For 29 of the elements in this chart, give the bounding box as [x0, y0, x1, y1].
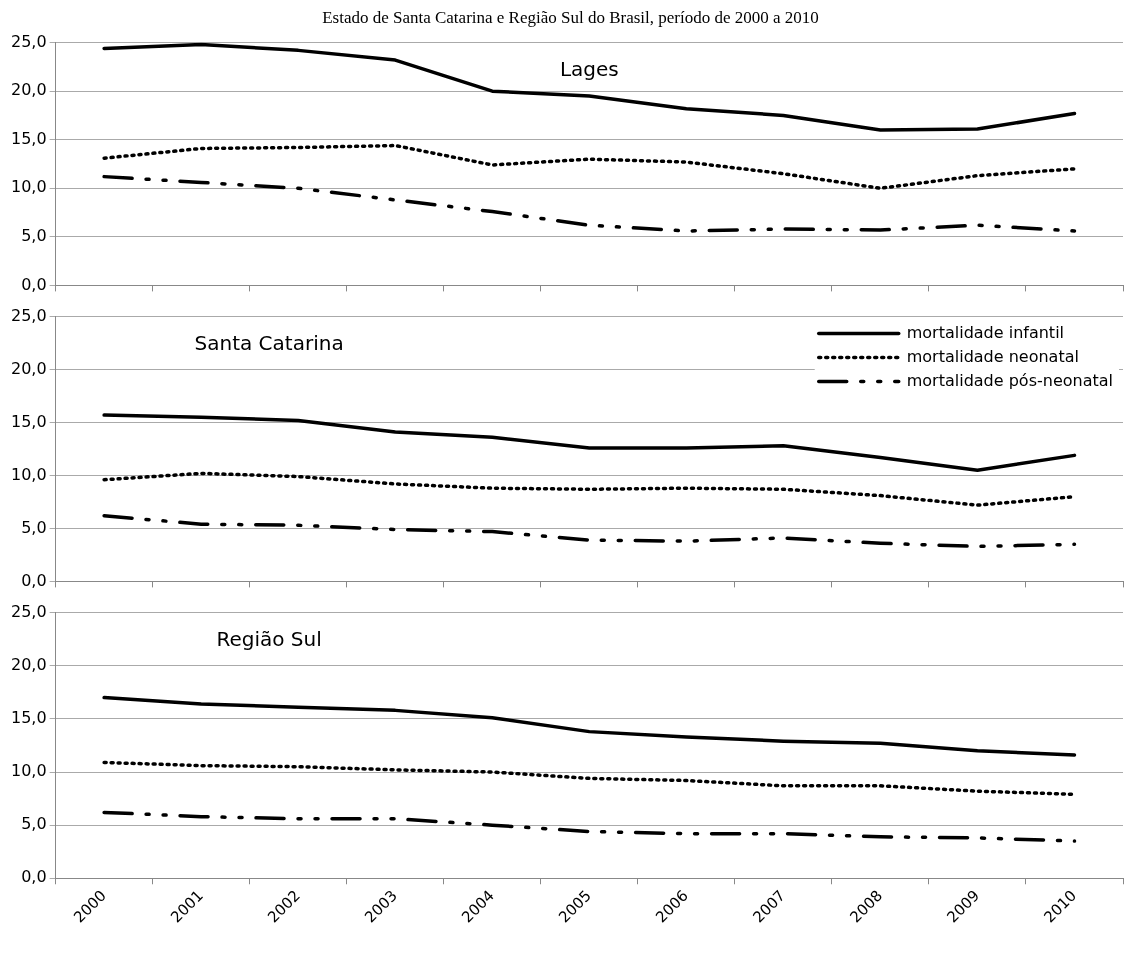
y-tick-label: 15,0 [11, 128, 47, 148]
line-series [102, 143, 1077, 191]
legend-label: mortalidade infantil [906, 322, 1065, 342]
legend-label: mortalidade neonatal [906, 346, 1079, 366]
text: Santa Catarina [194, 330, 344, 355]
y-tick-label: 5,0 [21, 226, 47, 245]
y-tick-label: 5,0 [21, 517, 47, 537]
legend-label: mortalidade pós-neonatal [906, 370, 1113, 390]
line-series [102, 513, 1077, 549]
y-tick-label: 25,0 [11, 305, 47, 325]
text: Estado de Santa Catarina e Região Sul do Brasil, período de 2000 a 2010 [321, 8, 820, 28]
y-tick-label: 5,0 [21, 814, 47, 834]
y-tick-label: 15,0 [11, 708, 47, 728]
text: Lages [559, 56, 619, 81]
y-tick-label: 20,0 [11, 654, 47, 674]
y-tick-label: 20,0 [11, 80, 47, 100]
y-tick-label: 0,0 [21, 274, 47, 294]
y-tick-label: 10,0 [11, 177, 47, 197]
y-tick-label: 25,0 [11, 601, 47, 621]
line-series [102, 810, 1077, 843]
y-tick-label: 10,0 [11, 464, 47, 484]
text: Região Sul [216, 626, 322, 651]
y-tick-label: 10,0 [11, 761, 47, 781]
line-series [102, 174, 1077, 233]
y-tick-label: 20,0 [11, 358, 47, 378]
y-tick-label: 0,0 [21, 867, 47, 887]
y-tick-label: 0,0 [21, 570, 47, 590]
y-tick-label: 25,0 [11, 31, 47, 51]
y-tick-label: 15,0 [11, 411, 47, 431]
